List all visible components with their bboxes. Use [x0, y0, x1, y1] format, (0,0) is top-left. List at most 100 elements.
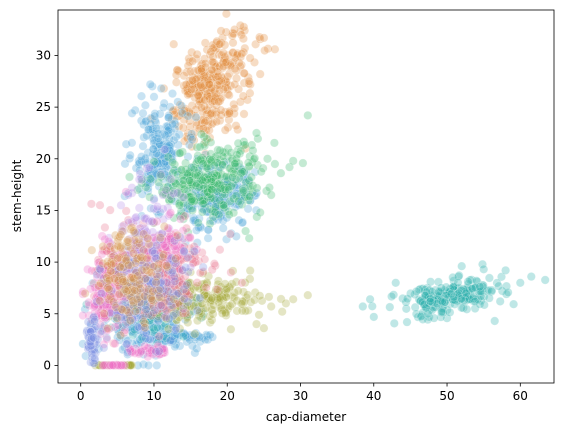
- data-point: [485, 294, 493, 302]
- y-tick-label: 20: [36, 152, 51, 166]
- data-point: [157, 84, 165, 92]
- data-point: [197, 104, 205, 112]
- data-point: [170, 295, 178, 303]
- data-point: [140, 292, 148, 300]
- data-point: [101, 223, 109, 231]
- data-point: [164, 113, 172, 121]
- data-point: [222, 10, 230, 18]
- data-point: [176, 215, 184, 223]
- data-point: [214, 98, 222, 106]
- data-point: [387, 292, 395, 300]
- data-point: [210, 260, 218, 268]
- data-point: [253, 184, 261, 192]
- data-point: [238, 307, 246, 315]
- data-point: [142, 305, 150, 313]
- data-point: [111, 339, 119, 347]
- data-point: [113, 314, 121, 322]
- y-tick-label: 0: [43, 358, 51, 372]
- data-point: [194, 91, 202, 99]
- x-axis-label: cap-diameter: [266, 410, 346, 424]
- data-point: [249, 146, 257, 154]
- data-point: [246, 266, 254, 274]
- data-point: [265, 293, 273, 301]
- data-point: [366, 295, 374, 303]
- data-point: [527, 272, 535, 280]
- data-point: [122, 340, 130, 348]
- data-point: [204, 234, 212, 242]
- data-point: [386, 303, 394, 311]
- data-point: [190, 247, 198, 255]
- data-point: [114, 254, 122, 262]
- data-point: [98, 250, 106, 258]
- data-point: [177, 166, 185, 174]
- data-point: [186, 233, 194, 241]
- y-tick-label: 15: [36, 203, 51, 217]
- data-point: [206, 331, 214, 339]
- data-point: [179, 332, 187, 340]
- x-tick-label: 10: [146, 389, 161, 403]
- data-point: [123, 348, 131, 356]
- data-point: [81, 289, 89, 297]
- y-tick-label: 30: [36, 48, 51, 62]
- data-point: [96, 297, 104, 305]
- data-point: [270, 139, 278, 147]
- data-point: [129, 249, 137, 257]
- data-point: [194, 219, 202, 227]
- data-point: [118, 306, 126, 314]
- data-point: [221, 280, 229, 288]
- data-point: [179, 193, 187, 201]
- y-axis-ticks: 051015202530: [36, 48, 58, 372]
- data-point: [251, 154, 259, 162]
- data-point: [154, 317, 162, 325]
- data-point: [90, 317, 98, 325]
- data-point: [267, 302, 275, 310]
- data-point: [119, 278, 127, 286]
- data-point: [392, 279, 400, 287]
- data-point: [239, 92, 247, 100]
- data-point: [89, 334, 97, 342]
- data-point: [234, 197, 242, 205]
- data-point: [193, 306, 201, 314]
- data-point: [462, 289, 470, 297]
- data-point: [144, 234, 152, 242]
- data-point: [152, 278, 160, 286]
- data-point: [154, 178, 162, 186]
- data-point: [155, 347, 163, 355]
- data-point: [147, 269, 155, 277]
- data-point: [201, 255, 209, 263]
- data-point: [225, 109, 233, 117]
- data-point: [161, 131, 169, 139]
- x-tick-label: 60: [513, 389, 528, 403]
- data-point: [255, 311, 263, 319]
- data-point: [198, 176, 206, 184]
- data-point: [216, 40, 224, 48]
- data-point: [205, 80, 213, 88]
- data-point: [159, 103, 167, 111]
- data-point: [135, 204, 143, 212]
- data-point: [131, 286, 139, 294]
- data-point: [247, 173, 255, 181]
- data-point: [202, 283, 210, 291]
- data-point: [476, 283, 484, 291]
- data-point: [155, 332, 163, 340]
- data-point: [207, 48, 215, 56]
- data-point: [157, 302, 165, 310]
- data-point: [131, 307, 139, 315]
- data-point: [438, 307, 446, 315]
- data-point: [501, 266, 509, 274]
- data-point: [184, 298, 192, 306]
- data-point: [227, 325, 235, 333]
- data-point: [238, 50, 246, 58]
- data-point: [250, 296, 258, 304]
- y-tick-label: 10: [36, 255, 51, 269]
- data-point: [175, 201, 183, 209]
- data-point: [198, 208, 206, 216]
- data-point: [137, 92, 145, 100]
- data-point: [222, 58, 230, 66]
- data-point: [271, 160, 279, 168]
- y-axis-label: stem-height: [10, 159, 24, 232]
- data-point: [230, 25, 238, 33]
- data-point: [267, 191, 275, 199]
